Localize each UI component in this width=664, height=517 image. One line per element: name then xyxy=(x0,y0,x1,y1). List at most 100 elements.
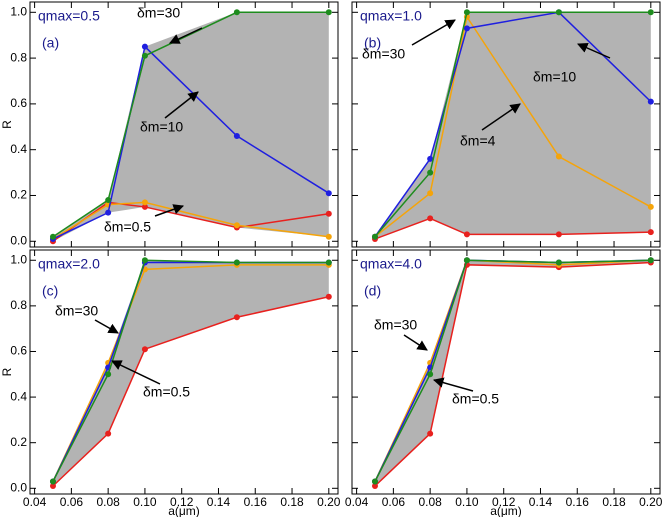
y-axis-title: R xyxy=(0,367,14,376)
x-tick-label: 0.12 xyxy=(170,495,194,509)
data-point xyxy=(141,43,148,50)
x-tick-label: 0.08 xyxy=(96,495,120,509)
annotation-arrow xyxy=(111,360,161,385)
annotation: δm=30 xyxy=(374,317,417,333)
x-tick-label: 0.08 xyxy=(418,495,442,509)
annotation-arrow xyxy=(432,377,474,392)
annotation: δm=0.5 xyxy=(143,384,190,400)
data-point xyxy=(463,231,470,238)
data-point xyxy=(105,430,112,437)
y-tick-label: 1.0 xyxy=(10,252,27,266)
data-point xyxy=(49,478,56,485)
annotation: δm=10 xyxy=(140,119,183,135)
data-point xyxy=(647,229,654,236)
x-tick-label: 0.10 xyxy=(133,495,157,509)
x-tick-label: 0.18 xyxy=(602,495,626,509)
data-point xyxy=(463,25,470,32)
annotation-arrow xyxy=(481,103,521,131)
annotation: δm=4 xyxy=(460,133,496,149)
x-tick-label: 0.12 xyxy=(492,495,516,509)
panel-title: qmax=4.0 xyxy=(360,256,422,272)
annotation: δm=10 xyxy=(533,69,576,85)
series-line xyxy=(374,259,651,482)
data-point xyxy=(325,9,332,16)
annotation-arrow xyxy=(94,319,119,334)
x-tick-label: 0.18 xyxy=(280,495,304,509)
panel-title: qmax=2.0 xyxy=(38,256,100,272)
data-point xyxy=(427,155,434,162)
series-line xyxy=(374,259,651,482)
data-point xyxy=(105,197,112,204)
series-line xyxy=(374,261,651,487)
y-tick-label: 0.2 xyxy=(10,435,27,449)
data-point xyxy=(463,9,470,16)
y-tick-label: 0.0 xyxy=(10,480,27,494)
data-point xyxy=(647,9,654,16)
data-point xyxy=(141,199,148,206)
annotation: δm=0.5 xyxy=(104,219,151,235)
plot-frame xyxy=(29,249,339,495)
data-point xyxy=(141,52,148,59)
envelope xyxy=(374,12,651,239)
x-tick-label: 0.20 xyxy=(317,495,341,509)
data-point xyxy=(105,371,112,378)
data-point xyxy=(325,233,332,240)
data-point xyxy=(427,371,434,378)
envelope xyxy=(52,12,329,242)
annotation: δm=30 xyxy=(55,303,98,319)
panel-label: (b) xyxy=(364,35,381,51)
annotation-arrow xyxy=(169,27,203,44)
data-point xyxy=(141,257,148,264)
data-point xyxy=(427,215,434,222)
y-tick-label: 1.0 xyxy=(10,4,27,18)
x-tick-label: 0.10 xyxy=(455,495,479,509)
x-axis-title: a(μm) xyxy=(168,504,200,517)
data-point xyxy=(141,346,148,353)
x-tick-label: 0.20 xyxy=(639,495,663,509)
panel-label: (c) xyxy=(42,283,58,299)
data-point xyxy=(555,9,562,16)
annotation-arrow xyxy=(577,42,611,59)
annotation-arrow xyxy=(403,334,428,351)
panel-title: qmax=0.5 xyxy=(38,8,100,24)
data-point xyxy=(463,257,470,264)
x-tick-label: 0.16 xyxy=(566,495,590,509)
x-axis-title: a(μm) xyxy=(490,504,522,517)
y-tick-label: 0.0 xyxy=(10,233,27,247)
data-point xyxy=(647,98,654,105)
y-axis-title: R xyxy=(0,120,14,129)
x-tick-label: 0.14 xyxy=(529,495,553,509)
x-tick-label: 0.06 xyxy=(382,495,406,509)
series-line xyxy=(374,259,651,482)
y-tick-label: 0.4 xyxy=(10,142,27,156)
data-point xyxy=(233,259,240,266)
panel-label: (a) xyxy=(42,35,59,51)
annotation: δm=0.5 xyxy=(452,391,499,407)
panel-label: (d) xyxy=(364,283,381,299)
data-point xyxy=(647,257,654,264)
x-tick-label: 0.04 xyxy=(345,495,369,509)
plot-frame xyxy=(351,1,661,248)
data-point xyxy=(555,231,562,238)
x-tick-label: 0.06 xyxy=(60,495,84,509)
x-tick-label: 0.04 xyxy=(23,495,47,509)
annotation: δm=30 xyxy=(137,5,180,21)
data-point xyxy=(427,169,434,176)
data-point xyxy=(49,483,56,490)
data-point xyxy=(325,293,332,300)
data-point xyxy=(647,203,654,210)
data-point xyxy=(141,203,148,210)
data-point xyxy=(49,233,56,240)
annotation-arrow xyxy=(154,204,184,217)
y-tick-label: 0.6 xyxy=(10,96,27,110)
data-point xyxy=(427,430,434,437)
envelope xyxy=(374,260,651,487)
data-point xyxy=(325,190,332,197)
y-tick-label: 0.2 xyxy=(10,188,27,202)
data-point xyxy=(325,259,332,266)
y-tick-label: 0.8 xyxy=(10,50,27,64)
x-tick-label: 0.14 xyxy=(207,495,231,509)
data-point xyxy=(371,483,378,490)
